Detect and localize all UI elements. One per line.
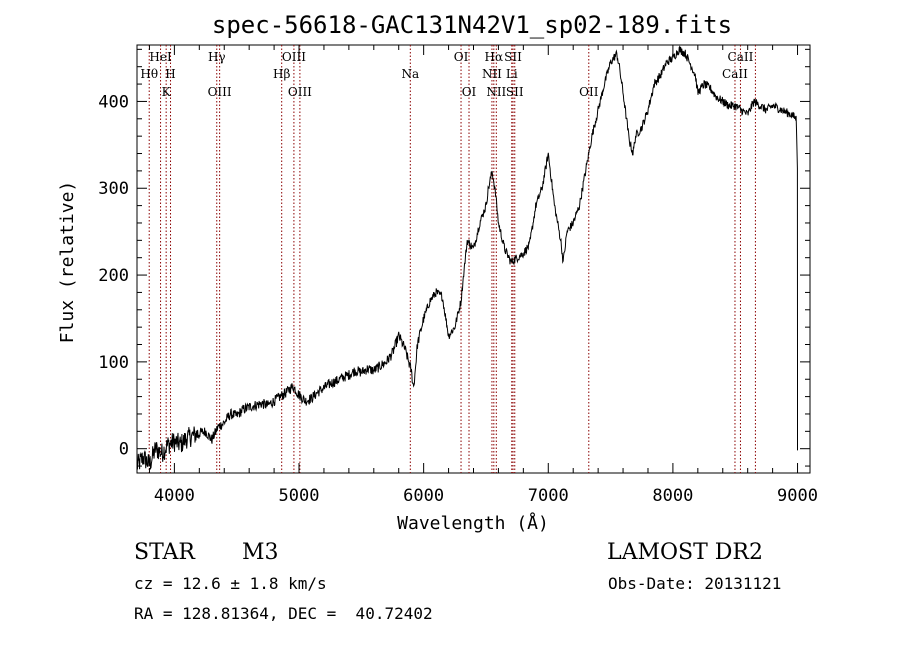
line-label-5: OIII: [208, 85, 232, 99]
y-axis-label: Flux (relative): [57, 181, 78, 344]
line-label-20: CaII: [728, 50, 754, 64]
line-label-19: CaII: [722, 67, 748, 81]
object-subclass: M3: [242, 540, 279, 565]
x-tick-label: 5000: [279, 486, 320, 506]
line-label-8: OIII: [288, 85, 312, 99]
spectral-line-labels: HθHeIKHHγOIIIHβOIIIOIIINaOIOINIIHαNIILiS…: [140, 50, 753, 99]
obs-date: Obs-Date: 20131121: [608, 574, 782, 593]
coordinates: RA = 128.81364, DEC = 40.72402: [134, 604, 433, 623]
object-class: STAR: [134, 540, 195, 565]
line-label-12: NII: [482, 67, 502, 81]
x-tick-label: 7000: [528, 486, 569, 506]
line-label-15: Li: [506, 67, 518, 81]
line-label-7: OIII: [282, 50, 306, 64]
line-label-18: OII: [579, 85, 599, 99]
y-tick-label: 0: [119, 440, 129, 460]
y-axis-ticks: 0 100 200 300 400: [98, 48, 810, 467]
chart-title: spec-56618-GAC131N42V1_sp02-189.fits: [212, 11, 732, 39]
line-label-16: SII: [504, 50, 522, 64]
x-tick-label: 9000: [777, 486, 818, 506]
line-label-11: OI: [462, 85, 477, 99]
spectrum-line: [136, 45, 798, 471]
x-axis-label: Wavelength (Å): [397, 512, 549, 534]
line-label-13: Hα: [485, 50, 504, 64]
line-label-9: Na: [401, 67, 419, 81]
x-tick-label: 6000: [403, 486, 444, 506]
y-tick-label: 400: [98, 92, 129, 112]
line-label-1: HeI: [149, 50, 172, 64]
line-label-10: OI: [454, 50, 469, 64]
line-label-6: Hβ: [273, 67, 290, 81]
x-tick-label: 8000: [652, 486, 693, 506]
line-label-4: Hγ: [208, 50, 226, 64]
survey-name: LAMOST DR2: [607, 540, 763, 565]
x-axis-ticks: 4000 5000 6000 7000 8000 9000: [148, 45, 818, 506]
plot-frame: [136, 44, 811, 474]
y-tick-label: 100: [98, 353, 129, 373]
spectral-line-markers: [148, 45, 756, 473]
y-tick-label: 300: [98, 179, 129, 199]
line-label-3: H: [165, 67, 175, 81]
line-label-0: Hθ: [140, 67, 158, 81]
line-label-2: K: [162, 85, 172, 99]
line-label-17: SII: [506, 85, 524, 99]
x-tick-label: 4000: [154, 486, 195, 506]
redshift-cz: cz = 12.6 ± 1.8 km/s: [134, 574, 327, 593]
line-label-14: NII: [486, 85, 506, 99]
y-tick-label: 200: [98, 266, 129, 286]
